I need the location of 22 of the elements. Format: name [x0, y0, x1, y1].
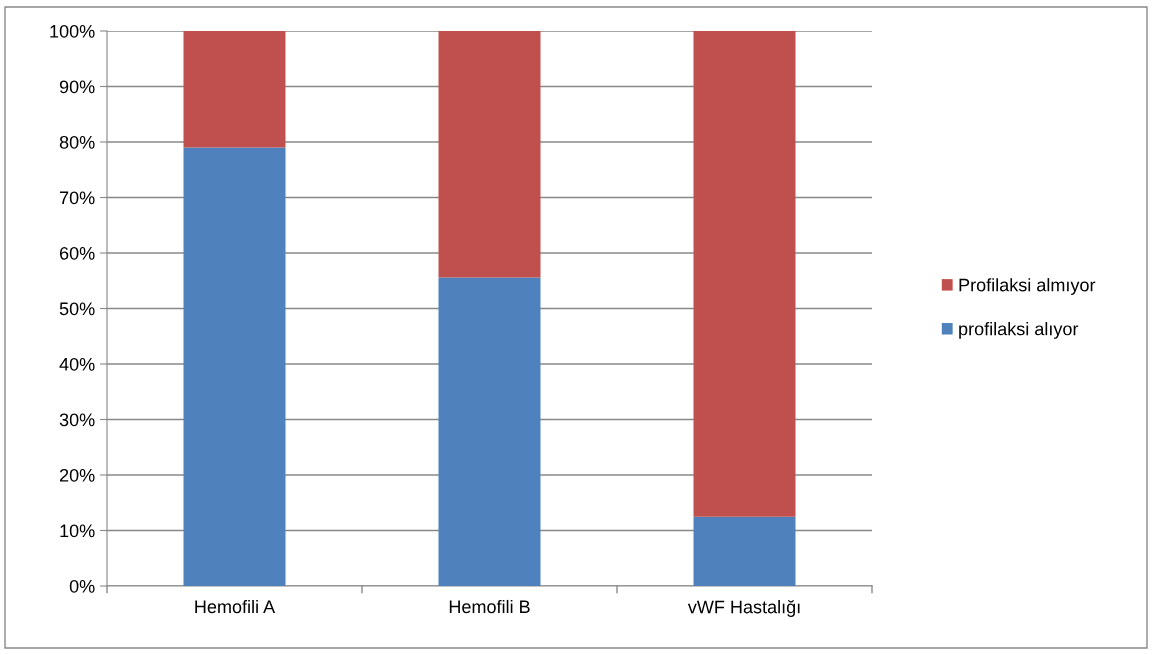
y-tick-label: 10% — [60, 524, 95, 538]
y-tick-label: 20% — [59, 468, 95, 482]
bar — [183, 147, 286, 586]
legend-label: profilaksi alıyor — [959, 322, 1079, 339]
y-tick-label: 50% — [59, 302, 95, 316]
bar — [183, 31, 286, 148]
y-tick-label: 40% — [59, 357, 95, 371]
x-tick-label: Hemofili A — [195, 599, 276, 614]
y-tick-label: 100% — [50, 24, 95, 38]
y-tick-label: 80% — [59, 135, 95, 149]
bar — [438, 31, 541, 278]
y-tick-label: 90% — [59, 80, 95, 94]
y-tick-label: 60% — [59, 246, 95, 260]
x-tick-label: vWF Hastalığı — [687, 599, 800, 617]
legend-label: Profilaksi almıyor — [959, 278, 1096, 295]
bar — [438, 277, 541, 586]
bar — [693, 516, 796, 586]
bar — [693, 31, 796, 517]
y-tick-label: 70% — [59, 191, 95, 205]
x-tick-label: Hemofili B — [449, 599, 530, 614]
y-tick-label: 30% — [59, 413, 95, 427]
y-tick-label: 0% — [69, 579, 95, 593]
